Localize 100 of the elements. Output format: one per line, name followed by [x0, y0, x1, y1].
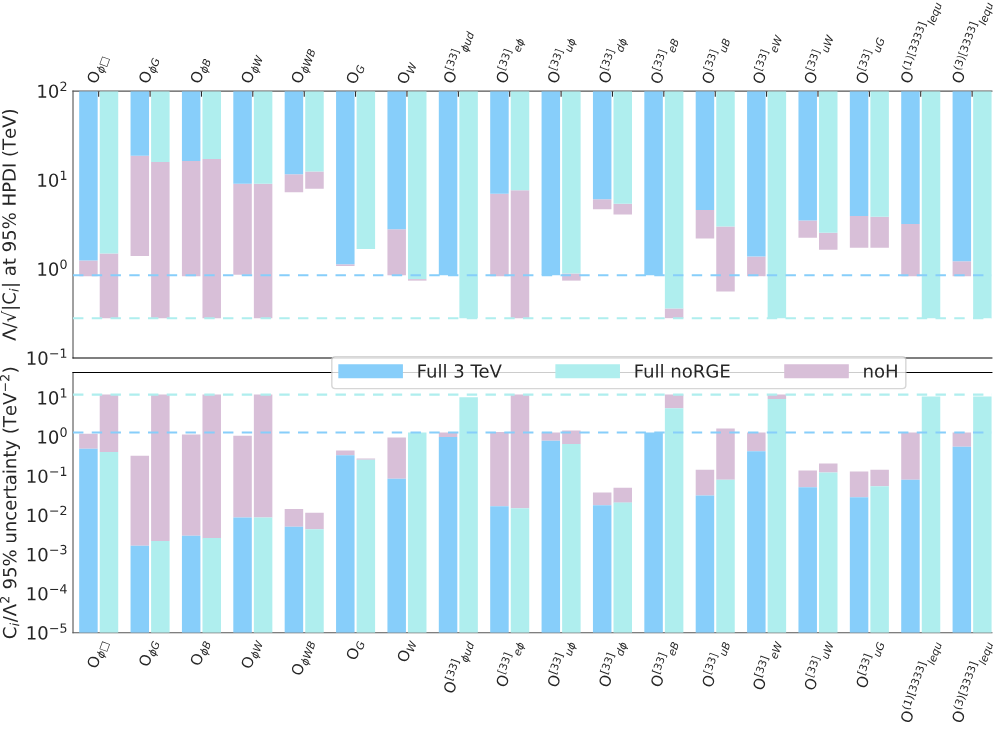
y-tick-label: 10$^{1}$: [38, 388, 67, 405]
bar: [253, 394, 273, 518]
bar: [695, 91, 715, 211]
x-tick-label: O$_{ϕWB}$: [290, 638, 318, 678]
bar: [592, 199, 612, 210]
bar: [181, 91, 201, 161]
y-axis-title: C$_{i}$/Λ$^{2}$ 95% uncertainty (TeV$^{−2}$): [0, 367, 20, 639]
bar: [849, 215, 869, 248]
y-tick-label: 10$^{−5}$: [27, 623, 67, 640]
bar: [613, 487, 632, 503]
bar: [79, 91, 98, 261]
x-tick-label: O$^{[33]}$$_{ϕud}$: [440, 638, 477, 696]
bar: [284, 91, 304, 175]
bar: [233, 183, 252, 275]
bar: [952, 446, 972, 633]
bar: [562, 443, 581, 633]
y-tick-label: 10$^{−1}$: [27, 466, 67, 484]
bar: [151, 91, 170, 162]
y-axis-title: Λ/√|C$_{i}$| at 95% HPDI (TeV): [1, 109, 20, 341]
bar: [592, 492, 612, 506]
bar: [664, 91, 684, 309]
y-tick-label: 10$^{2}$: [38, 81, 67, 99]
bar: [798, 470, 817, 488]
bar: [438, 436, 458, 633]
x-tick-label: O$^{(1)[3333]}$$_{lequ}$: [897, 638, 945, 726]
bar: [99, 253, 119, 319]
bar: [490, 432, 509, 507]
x-tick-label: O$^{[33]}$$_{dϕ}$: [595, 34, 630, 86]
bar: [798, 487, 817, 633]
x-tick-label: O$^{(3)[3333]}$$_{lequ}$: [948, 638, 996, 726]
bar: [151, 540, 170, 633]
bar: [490, 91, 509, 194]
bar: [849, 497, 869, 633]
bar: [387, 437, 406, 479]
bar: [202, 91, 221, 160]
bar: [747, 256, 766, 277]
x-tick-label: O$^{[33]}$$_{eϕ}$: [492, 34, 527, 86]
x-tick-label: O$^{[33]}$$_{eB}$: [647, 638, 680, 689]
bar: [336, 450, 355, 456]
x-tick-label: O$^{[33]}$$_{eϕ}$: [492, 638, 527, 690]
bar: [387, 229, 406, 276]
y-tick-label: 10$^{−2}$: [27, 505, 67, 523]
x-tick-label: O$^{[33]}$$_{eB}$: [647, 35, 680, 86]
bar: [284, 509, 304, 527]
x-tick-label: O$_{ϕB}$: [189, 56, 214, 86]
bar: [233, 435, 252, 518]
legend-label: Full 3 TeV: [418, 363, 502, 378]
bar: [562, 91, 581, 274]
bar: [541, 440, 561, 633]
bar: [305, 171, 324, 189]
bar: [130, 455, 150, 546]
bar: [819, 232, 838, 250]
bar: [870, 486, 889, 633]
bar: [99, 91, 119, 254]
bar: [716, 226, 735, 292]
y-tick-label: 10$^{−1}$: [27, 348, 67, 365]
x-tick-label: O$^{[33]}$$_{uB}$: [698, 35, 731, 86]
bar: [716, 479, 735, 633]
x-tick-label: O$_{ϕB}$: [189, 638, 214, 668]
bar: [952, 91, 972, 262]
bar: [901, 432, 920, 480]
bar: [901, 479, 920, 633]
bar: [695, 495, 715, 633]
bar: [798, 91, 817, 221]
x-tick-label: O$^{[33]}$$_{uW}$: [800, 637, 835, 692]
y-tick-label: 10$^{−3}$: [27, 544, 67, 562]
legend-label: Full noRGE: [635, 363, 730, 378]
bar: [613, 91, 632, 204]
bar: [510, 394, 530, 509]
bar: [695, 210, 715, 239]
bar: [79, 433, 98, 449]
bar: [952, 261, 972, 277]
bar: [510, 190, 530, 319]
bar: [151, 161, 170, 319]
bar: [79, 448, 98, 633]
bar: [901, 224, 920, 277]
bar: [510, 91, 530, 191]
bar: [202, 394, 221, 539]
bar: [305, 512, 324, 530]
bar: [356, 91, 376, 249]
bar: [130, 155, 150, 256]
bar: [407, 432, 427, 633]
bar: [747, 451, 766, 633]
bar: [151, 394, 170, 542]
bar: [716, 428, 735, 480]
bar: [592, 505, 612, 633]
bar: [695, 469, 715, 496]
x-tick-label: O$^{(1)[3333]}$$_{lequ}$: [897, 0, 945, 86]
bar: [284, 174, 304, 193]
bar: [541, 432, 561, 441]
bar: [181, 434, 201, 536]
x-tick-label: O$^{[33]}$$_{uG}$: [852, 638, 885, 690]
x-tick-label: O$_{ϕW}$: [240, 637, 266, 671]
bar: [181, 160, 201, 277]
bar: [233, 91, 252, 184]
x-tick-label: O$^{[33]}$$_{uG}$: [852, 34, 885, 86]
bar: [819, 91, 838, 233]
x-tick-label: O$_{W}$: [396, 637, 418, 664]
bar: [870, 469, 889, 487]
bar: [490, 506, 509, 633]
